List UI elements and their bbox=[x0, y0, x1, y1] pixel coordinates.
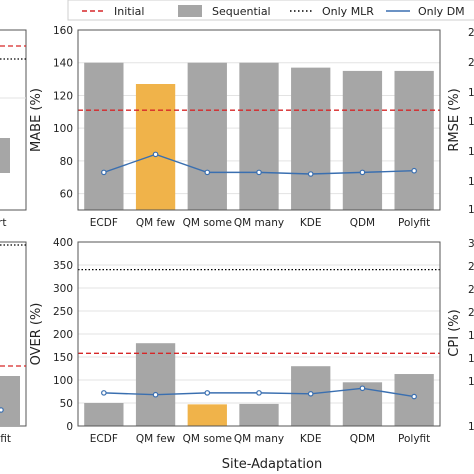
y-tick-label: 200 bbox=[53, 329, 73, 341]
bar bbox=[187, 404, 227, 426]
legend-box bbox=[67, 0, 474, 21]
right-bottom-ticks: 30 27 24 21 18 15 12 10 bbox=[468, 238, 474, 433]
y-tick-label: 120 bbox=[53, 90, 73, 102]
y-axis-label: MABE (%) bbox=[29, 88, 44, 152]
only-dm-point bbox=[411, 393, 417, 400]
y-tick-label: 100 bbox=[53, 375, 73, 387]
x-tick-label: ECDF bbox=[90, 433, 118, 445]
y-axis-label: OVER (%) bbox=[29, 303, 44, 366]
legend-initial-label: Initial bbox=[114, 5, 144, 18]
only-dm-point bbox=[411, 167, 417, 174]
legend-sequential-label: Sequential bbox=[212, 5, 271, 18]
x-tick-label: QM some bbox=[183, 433, 232, 445]
bar bbox=[135, 343, 176, 426]
legend-only-mlr-label: Only MLR bbox=[322, 5, 374, 18]
only-dm-point bbox=[152, 151, 159, 158]
y-tick-label: 300 bbox=[53, 283, 73, 295]
only-dm-point bbox=[307, 390, 314, 397]
only-dm-point bbox=[204, 390, 211, 396]
mabe-chart: 60 80 100 120 140 160 ECDF QM few QM some QM many… bbox=[29, 25, 441, 229]
right-bottom-tick-label: 30 bbox=[468, 238, 474, 250]
right-top-tick-label: 18 bbox=[468, 87, 474, 99]
left-bottom-dm-point bbox=[0, 407, 4, 413]
left-top-tick: rt bbox=[0, 217, 6, 229]
y-tick-label: 400 bbox=[53, 237, 73, 249]
right-bottom-tick-label: 27 bbox=[468, 261, 474, 273]
legend-sequential-swatch bbox=[178, 5, 202, 17]
only-dm-point bbox=[256, 390, 262, 396]
right-top-tick-label: 14 bbox=[468, 146, 474, 158]
y-tick-label: 250 bbox=[53, 306, 73, 318]
x-axis-label: Site-Adaptation bbox=[222, 457, 322, 472]
y-tick-label: 140 bbox=[53, 58, 73, 70]
x-tick-label: KDE bbox=[300, 433, 322, 445]
right-top-ticks: 22 20 18 16 14 12 10 bbox=[468, 27, 474, 216]
x-tick-label: QDM bbox=[350, 217, 375, 229]
y-tick-label: 160 bbox=[53, 25, 73, 37]
y-tick-label: 50 bbox=[60, 398, 73, 410]
x-tick-label: ECDF bbox=[90, 217, 118, 229]
right-bottom-tick-label: 10 bbox=[468, 421, 474, 433]
bar bbox=[239, 62, 279, 211]
x-tick-label: QM many bbox=[234, 217, 284, 229]
bar bbox=[84, 62, 124, 211]
right-bottom-tick-label: 18 bbox=[468, 330, 474, 342]
y-tick-label: 350 bbox=[53, 260, 73, 272]
bar bbox=[342, 70, 383, 210]
right-top-tick-label: 16 bbox=[468, 116, 474, 128]
bar bbox=[239, 403, 279, 426]
right-top-tick-label: 20 bbox=[468, 57, 474, 69]
right-bottom-tick-label: 24 bbox=[468, 284, 474, 296]
right-partial-panels: RMSE (%) CPI (%) 22 20 18 16 14 12 10 30 27 24 21… bbox=[447, 27, 474, 433]
x-tick-label: QM few bbox=[136, 433, 176, 445]
right-bottom-tick-label: 15 bbox=[468, 353, 474, 365]
x-tick-label: Polyfit bbox=[398, 433, 430, 445]
only-dm-point bbox=[204, 169, 211, 176]
x-tick-label: KDE bbox=[300, 217, 322, 229]
right-top-tick-label: 12 bbox=[468, 176, 474, 188]
left-bottom-tick: yfit bbox=[0, 433, 11, 445]
legend-only-dm-label: Only DM bbox=[418, 5, 465, 18]
over-chart: 0 50 100 150 200 250 300 350 400 ECDF QM few QM som… bbox=[29, 237, 441, 445]
x-tick-label: QDM bbox=[350, 433, 375, 445]
only-dm-point bbox=[307, 171, 314, 177]
bar bbox=[291, 67, 331, 211]
y-tick-label: 0 bbox=[66, 421, 73, 433]
right-top-ylabel: RMSE (%) bbox=[447, 88, 462, 151]
bar bbox=[135, 84, 176, 210]
left-bottom-bar bbox=[0, 376, 20, 426]
right-top-tick-label: 10 bbox=[468, 204, 474, 216]
legend: Initial Sequential Only MLR Only DM bbox=[67, 0, 474, 21]
only-dm-point bbox=[359, 385, 366, 392]
only-dm-point bbox=[256, 169, 262, 176]
y-tick-label: 80 bbox=[60, 156, 73, 168]
x-tick-label: QM many bbox=[234, 433, 284, 445]
only-dm-point bbox=[101, 390, 107, 396]
only-dm-point bbox=[101, 169, 107, 176]
left-partial-panels: rt yfit bbox=[0, 29, 27, 445]
x-tick-label: Polyfit bbox=[398, 217, 430, 229]
plot-frame bbox=[77, 241, 441, 427]
right-bottom-ylabel: CPI (%) bbox=[447, 309, 462, 356]
only-dm-point bbox=[359, 169, 366, 176]
bar bbox=[187, 62, 227, 211]
right-bottom-tick-label: 21 bbox=[468, 307, 474, 319]
right-top-tick-label: 22 bbox=[468, 27, 474, 39]
plot-frame bbox=[77, 29, 441, 211]
bar bbox=[394, 374, 434, 426]
only-dm-point bbox=[152, 391, 159, 398]
x-tick-label: QM few bbox=[136, 217, 176, 229]
left-top-frame bbox=[0, 29, 27, 211]
right-bottom-tick-label: 12 bbox=[468, 376, 474, 388]
y-tick-label: 150 bbox=[53, 352, 73, 364]
bar bbox=[394, 70, 434, 210]
left-top-bar bbox=[0, 138, 10, 173]
x-tick-label: QM some bbox=[183, 217, 232, 229]
y-tick-label: 60 bbox=[60, 189, 73, 201]
bar bbox=[84, 403, 124, 426]
y-tick-label: 100 bbox=[53, 123, 73, 135]
